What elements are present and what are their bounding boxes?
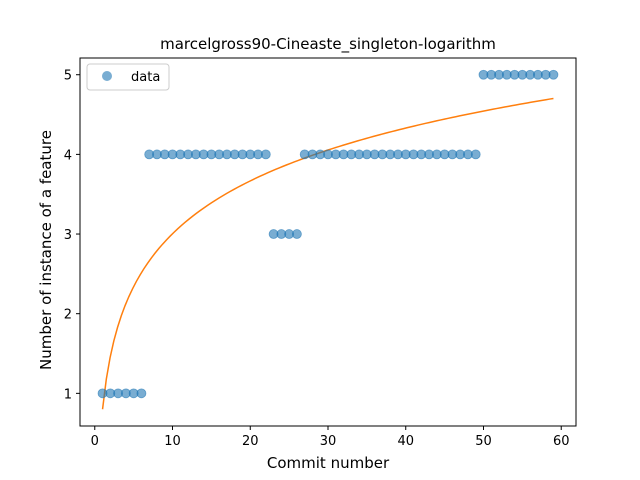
x-tick-label-10: 10 [164, 434, 181, 449]
x-tick-label-30: 30 [320, 434, 337, 449]
y-tick-label-3: 3 [64, 228, 72, 243]
y-tick-label-4: 4 [64, 148, 72, 163]
y-tick-label-5: 5 [64, 69, 72, 84]
x-tick-label-0: 0 [91, 434, 99, 449]
x-tick-label-50: 50 [475, 434, 492, 449]
legend-box [86, 63, 170, 91]
data-point [292, 229, 302, 239]
x-tick-label-60: 60 [553, 434, 570, 449]
x-tick-label-40: 40 [397, 434, 414, 449]
data-point [470, 149, 481, 160]
x-tick-label-20: 20 [242, 434, 259, 449]
data-point [260, 149, 271, 160]
y-axis-label: Number of instance of a feature [37, 130, 55, 370]
plot-area: 0 10 20 30 40 50 60 1 2 3 4 5 [64, 57, 577, 449]
legend-label-data: data [131, 70, 160, 85]
y-tick-label-1: 1 [64, 387, 72, 402]
legend: data [86, 63, 170, 91]
data-point [548, 69, 559, 80]
data-point [136, 388, 147, 399]
chart-title: marcelgross90-Cineaste_singleton-logarit… [160, 35, 496, 54]
y-tick-label-2: 2 [64, 308, 72, 323]
legend-marker-data [102, 71, 112, 81]
x-axis-label: Commit number [267, 454, 390, 472]
